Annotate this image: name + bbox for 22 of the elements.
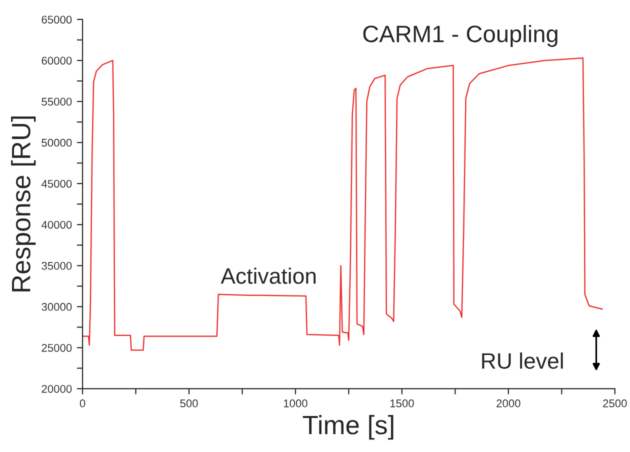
x-axis-title: Time [s] <box>302 415 394 440</box>
x-tick-label: 500 <box>180 399 198 408</box>
annotation: RU level <box>482 352 563 369</box>
y-tick-label: 65000 <box>42 16 72 24</box>
y-tick-label: 40000 <box>41 220 72 229</box>
annotation: Activation <box>220 268 316 284</box>
y-tick-label: 35000 <box>42 262 72 270</box>
y-tick-label: 60000 <box>42 56 72 65</box>
line-series <box>82 57 603 351</box>
x-tick-label: 0 <box>80 399 86 408</box>
y-axis-title: Response [RU] <box>11 116 36 292</box>
x-tick-label: 1000 <box>284 399 308 408</box>
y-tick-label: 55000 <box>42 98 72 106</box>
y-tick-label: 45000 <box>41 180 72 188</box>
x-tick-label: 1500 <box>390 399 414 408</box>
y-tick-label: 25000 <box>42 344 72 352</box>
chart-title: CARM1 - Coupling <box>363 24 558 47</box>
y-tick-label: 30000 <box>42 302 72 311</box>
y-tick-label: 50000 <box>42 138 72 147</box>
y-tick-label: 20000 <box>42 384 72 393</box>
x-tick-label: 2500 <box>603 399 627 408</box>
x-tick-label: 2000 <box>496 399 520 408</box>
